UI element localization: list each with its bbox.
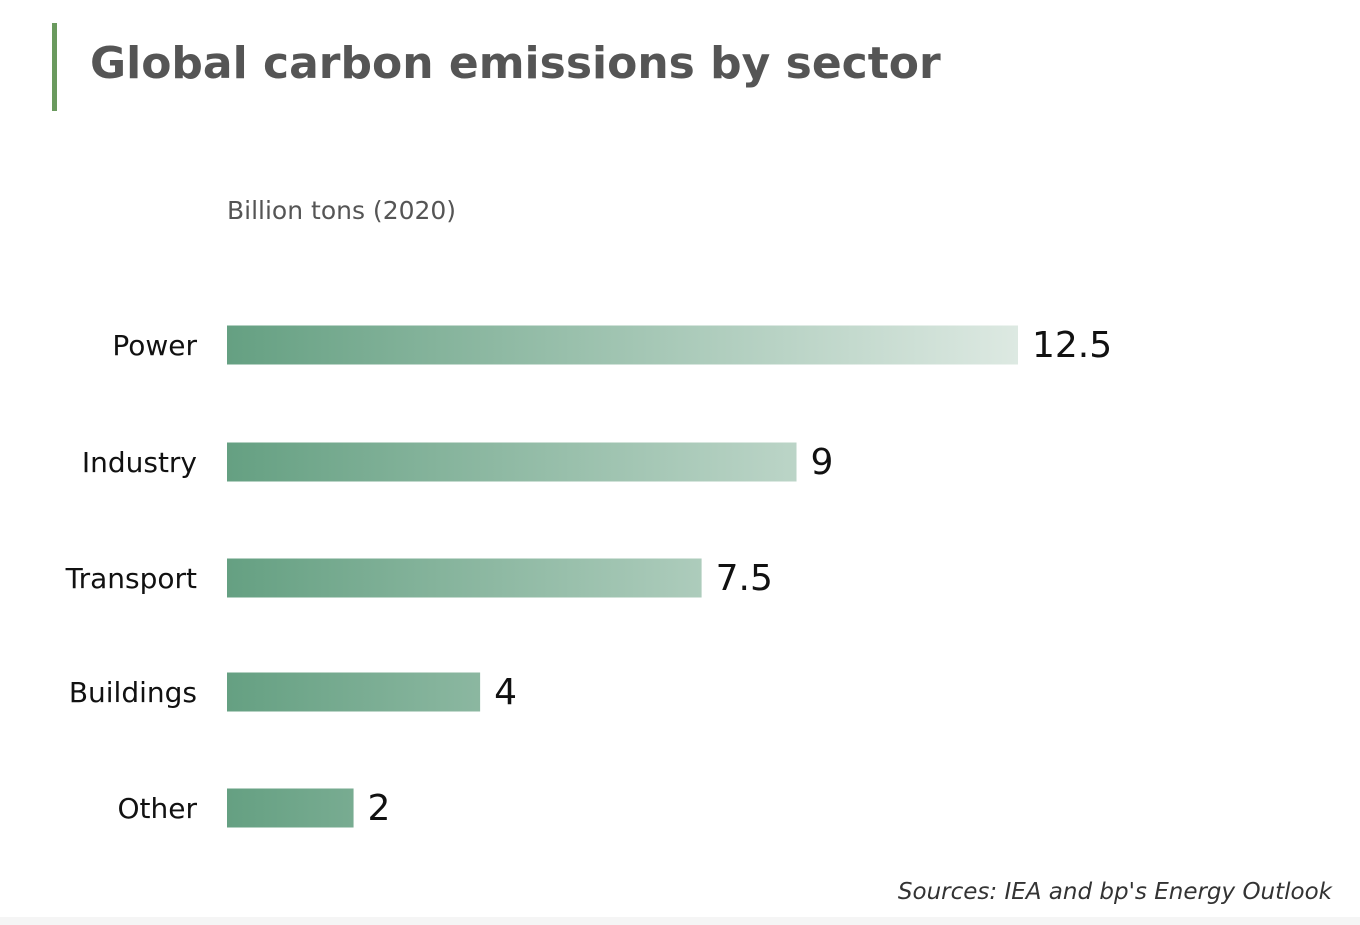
- bar-power: [227, 325, 1018, 365]
- value-label: 4: [494, 672, 517, 713]
- unit-label: Billion tons (2020): [227, 196, 457, 225]
- value-label: 2: [368, 788, 391, 829]
- title-accent-bar: [52, 23, 57, 111]
- bar-industry: [227, 442, 797, 482]
- source-note: Sources: IEA and bp's Energy Outlook: [897, 879, 1332, 905]
- category-label: Other: [117, 792, 197, 825]
- value-label: 12.5: [1032, 325, 1112, 366]
- category-label: Buildings: [69, 676, 197, 709]
- chart-title: Global carbon emissions by sector: [90, 38, 941, 89]
- bar-other: [227, 788, 354, 828]
- bar-buildings: [227, 672, 481, 712]
- category-label: Transport: [65, 562, 197, 595]
- value-label: 9: [811, 442, 834, 483]
- category-label: Power: [112, 329, 197, 362]
- bar-transport: [227, 558, 702, 598]
- bottom-strip: [0, 917, 1360, 925]
- value-label: 7.5: [716, 558, 773, 599]
- category-label: Industry: [82, 446, 197, 479]
